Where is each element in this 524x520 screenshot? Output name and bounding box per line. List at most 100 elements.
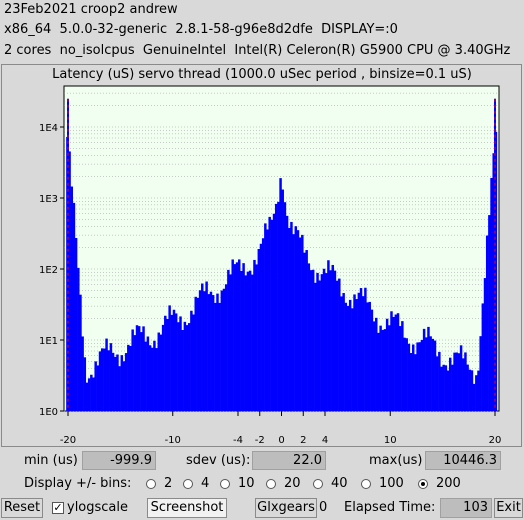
histogram-bar — [255, 264, 258, 411]
histogram-bar — [253, 259, 256, 411]
histogram-bar — [192, 314, 195, 411]
histogram-bar — [246, 271, 250, 411]
histogram-bar — [183, 321, 187, 411]
histogram-bar — [375, 317, 378, 411]
sdev-label: sdev (us): — [186, 453, 251, 468]
y-tick-label: 1E2 — [39, 265, 58, 276]
histogram-bar — [318, 280, 321, 411]
bins-radio-2[interactable]: 2 — [146, 476, 172, 491]
screenshot-button[interactable]: Screenshot — [147, 498, 227, 518]
histogram-bar — [459, 345, 463, 411]
histogram-bar — [414, 354, 417, 411]
chart-title: Latency (uS) servo thread (1000.0 uSec p… — [52, 67, 472, 82]
histogram-bar — [392, 316, 395, 411]
histogram-bar — [320, 274, 324, 411]
histogram-bar — [488, 215, 491, 411]
radio-circle-icon[interactable] — [361, 478, 371, 489]
x-tick-label: 4 — [322, 435, 328, 446]
reset-button[interactable]: Reset — [1, 498, 43, 518]
histogram-bar — [301, 234, 304, 411]
x-tick-label: 20 — [489, 435, 502, 446]
elapsed-time-value: 103 — [440, 498, 492, 518]
bins-radio-10[interactable]: 10 — [220, 476, 255, 491]
histogram-bar — [233, 264, 237, 411]
histogram-bar — [416, 342, 419, 411]
bins-radio-40[interactable]: 40 — [313, 476, 348, 491]
histogram-bar — [259, 243, 263, 411]
radio-circle-icon[interactable] — [418, 478, 428, 489]
radio-circle-icon[interactable] — [313, 478, 323, 489]
histogram-bar — [131, 329, 134, 411]
histogram-bar — [470, 370, 474, 411]
histogram-bar — [335, 280, 339, 411]
sdev-value: 22.0 — [252, 451, 326, 470]
radio-circle-icon[interactable] — [220, 478, 230, 489]
histogram-bar — [322, 268, 326, 411]
bins-radio-label: 100 — [379, 476, 404, 491]
histogram-bar — [346, 305, 350, 411]
bins-radio-20[interactable]: 20 — [266, 476, 301, 491]
histogram-bar — [103, 348, 106, 411]
histogram-bar — [194, 296, 197, 411]
histogram-bar — [133, 335, 137, 411]
ylogscale-label: ylogscale — [67, 500, 129, 515]
radio-circle-icon[interactable] — [266, 478, 276, 489]
bins-radio-200[interactable]: 200 — [418, 476, 461, 491]
histogram-bar — [298, 237, 302, 411]
radio-circle-icon[interactable] — [146, 478, 156, 489]
histogram-bar — [222, 288, 226, 411]
histogram-bar — [283, 202, 287, 411]
histogram-bar — [159, 334, 163, 411]
max-label: max(us) — [369, 453, 423, 468]
histogram-bar — [307, 263, 311, 411]
exit-button[interactable]: Exit — [494, 498, 523, 518]
y-tick-label: 1E3 — [39, 194, 58, 205]
histogram-bar — [127, 344, 130, 411]
histogram-bar — [172, 309, 176, 411]
histogram-bar — [190, 310, 193, 411]
histogram-bar — [137, 326, 141, 411]
x-tick-label: 2 — [300, 435, 306, 446]
histogram-bar — [372, 321, 376, 411]
histogram-bar — [385, 318, 389, 411]
histogram-bar — [177, 322, 180, 411]
glxgears-button[interactable]: Glxgears — [255, 498, 317, 518]
histogram-bar — [135, 325, 139, 411]
histogram-bar — [148, 345, 152, 411]
y-tick-label: 1E0 — [39, 407, 58, 418]
histogram-bar — [433, 340, 437, 411]
histogram-bar — [444, 365, 448, 411]
histogram-bar — [120, 355, 124, 411]
histogram-bar — [377, 332, 380, 411]
histogram-bar — [129, 345, 132, 411]
bins-radio-label: 40 — [331, 476, 348, 491]
histogram-bar — [361, 296, 365, 411]
bins-radio-label: 2 — [164, 476, 173, 491]
histogram-bar — [388, 325, 391, 411]
histogram-bar — [142, 326, 145, 411]
histogram-bar — [155, 348, 158, 411]
x-tick-label: -4 — [233, 435, 243, 446]
ylogscale-checkbox[interactable]: ✓ — [52, 501, 64, 514]
histogram-bar — [303, 252, 306, 411]
histogram-bar — [244, 275, 247, 411]
histogram-bar — [407, 343, 411, 411]
histogram-bar — [164, 315, 167, 411]
histogram-bar — [368, 301, 371, 411]
histogram-bar — [353, 294, 356, 411]
histogram-bar — [285, 215, 289, 411]
histogram-bar — [338, 278, 341, 411]
radio-circle-icon[interactable] — [183, 478, 193, 489]
bins-radio-100[interactable]: 100 — [361, 476, 404, 491]
histogram-bar — [425, 337, 428, 411]
histogram-bar — [196, 297, 200, 411]
bins-radio-4[interactable]: 4 — [183, 476, 209, 491]
histogram-bar — [85, 382, 89, 411]
histogram-bar — [344, 302, 348, 411]
histogram-bar — [174, 313, 178, 411]
histogram-bar — [381, 329, 385, 411]
histogram-bar — [305, 250, 308, 411]
histogram-bar — [198, 290, 202, 411]
histogram-bar — [446, 370, 450, 411]
histogram-bar — [277, 201, 280, 411]
